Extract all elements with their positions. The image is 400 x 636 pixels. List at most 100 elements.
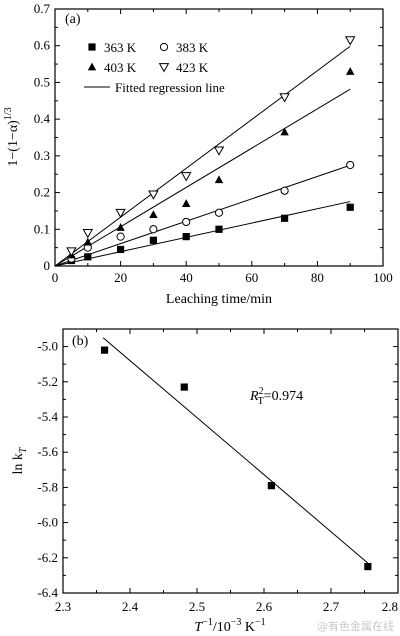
data-point (213, 146, 225, 156)
data-point (279, 93, 290, 103)
x-tick-label-b: 2.6 (256, 599, 273, 614)
data-point (215, 225, 223, 233)
data-point (346, 203, 354, 211)
y-tick-label-b: -5.2 (37, 374, 58, 389)
ticks-b: 2.3 2.4 2.5 2.6 2.7 2.8 -5.0 -5.2 -5.4 -5.6 -5.8 -6… (37, 329, 399, 614)
y-axis-label-b: ln kT (11, 446, 29, 474)
x-axis-label-a: Leaching time/min (166, 292, 272, 307)
x-axis-label-b-T: T (194, 620, 203, 635)
fit-lines-a (54, 45, 351, 267)
annotation-r2-base: R (249, 389, 259, 404)
data-point (214, 208, 224, 217)
data-point (182, 217, 191, 227)
data-point (100, 346, 109, 354)
data-point (344, 36, 356, 46)
data-point (66, 247, 77, 257)
data-point (214, 175, 224, 184)
y-axis-label-b-main: ln k (11, 453, 26, 474)
panel-label-a: (a) (65, 12, 81, 27)
y-tick-label-a: 0.2 (34, 185, 50, 200)
panel-label-b: (b) (72, 334, 89, 349)
legend-line-label: Fitted regression line (115, 80, 225, 95)
fit-line (102, 337, 369, 564)
data-point (117, 245, 125, 254)
data-point (280, 127, 289, 136)
x-tick-label-a: 20 (114, 270, 127, 285)
data-point (281, 214, 289, 222)
legend-label: 363 K (104, 40, 137, 55)
plot-frame-b (62, 328, 399, 594)
fit-line-b (102, 337, 369, 564)
y-axis-label-a: 1−(1−α)1/3 (3, 107, 21, 166)
data-point (115, 208, 126, 219)
y-axis-label-a-main: 1−(1−α) (6, 120, 21, 167)
x-tick-label-b: 2.7 (323, 599, 340, 614)
y-tick-label-a: 0.1 (34, 221, 50, 236)
x-tick-label-b: 2.8 (382, 599, 398, 614)
legend-label: 403 K (104, 60, 137, 75)
x-tick-label-b: 2.5 (189, 599, 205, 614)
y-tick-label-a: 0.7 (34, 1, 51, 16)
x-axis-label-b-sup2: −3 (231, 617, 242, 628)
x-tick-label-a: 40 (180, 270, 193, 285)
data-point (84, 253, 92, 261)
y-tick-label-b: -6.4 (37, 585, 58, 600)
y-tick-label-a: 0.6 (34, 38, 51, 53)
annotation-r2-sub: T (258, 396, 264, 407)
x-axis-label-b: T−1/10−3 K−1 (194, 617, 265, 635)
data-point (364, 563, 372, 571)
data-point (83, 237, 92, 246)
data-point (180, 172, 192, 182)
legend-marker (158, 63, 170, 73)
data-points-b (100, 346, 372, 571)
x-axis-label-b-sup3: −1 (255, 617, 266, 628)
legend-marker (88, 43, 96, 51)
data-point (280, 186, 289, 195)
chart-panel-b: (b) 2.3 2.4 2.5 2.6 2.7 2.8 -5.0 -5.2 -5.4 -5.6 -5… (11, 328, 399, 635)
x-tick-label-a: 100 (373, 270, 393, 285)
x-axis-label-b-unit: K (241, 620, 255, 635)
y-tick-label-b: -5.4 (37, 409, 58, 424)
x-axis-label-b-sup: −1 (202, 617, 213, 628)
data-point (346, 67, 355, 75)
fit-line (54, 201, 351, 267)
x-tick-label-a: 60 (245, 270, 258, 285)
legend-label: 383 K (176, 40, 209, 55)
y-tick-label-a: 0 (44, 258, 51, 273)
x-tick-label-b: 2.3 (55, 599, 71, 614)
fit-line (54, 88, 351, 267)
ticks-a: 0 20 40 60 80 100 0 0.1 0.2 0.3 0.4 0.5 0.6 0.7 (34, 1, 393, 285)
data-points-a (66, 36, 356, 265)
x-tick-label-a: 80 (311, 270, 324, 285)
annotation-r2-value: =0.974 (264, 389, 303, 404)
data-point (182, 233, 190, 241)
data-point (180, 383, 188, 391)
x-tick-label-a: 0 (52, 270, 59, 285)
chart-panel-a: (a) 0 20 40 60 80 100 0 0.1 0.2 0.3 0.4 0.5 0.6 0.7 3… (3, 1, 393, 307)
y-tick-label-b: -5.0 (37, 339, 58, 354)
legend-label: 423 K (176, 60, 209, 75)
x-axis-label-b-rest: /10 (213, 620, 231, 635)
y-axis-label-b-sub: T (18, 446, 29, 453)
data-point (149, 210, 158, 218)
legend-marker (87, 62, 97, 71)
y-tick-label-b: -5.6 (37, 444, 58, 459)
y-tick-label-b: -5.8 (37, 479, 58, 494)
data-point (116, 223, 125, 231)
y-tick-label-a: 0.3 (34, 148, 50, 163)
data-point (148, 190, 159, 200)
fit-line (54, 45, 351, 267)
data-point (149, 225, 158, 234)
y-tick-label-b: -6.2 (37, 550, 58, 565)
data-point (82, 229, 94, 239)
y-axis-label-a-sup: 1/3 (3, 107, 14, 120)
y-tick-label-b: -6.0 (37, 515, 58, 530)
legend-a: 363 K 383 K 403 K 423 K Fitted regression li… (84, 40, 225, 95)
y-tick-label-a: 0.5 (34, 74, 50, 89)
data-point (149, 236, 157, 244)
data-point (182, 199, 191, 207)
data-point (116, 232, 125, 241)
watermark-text: @有色金属在线 (317, 620, 394, 633)
data-point (346, 160, 355, 170)
